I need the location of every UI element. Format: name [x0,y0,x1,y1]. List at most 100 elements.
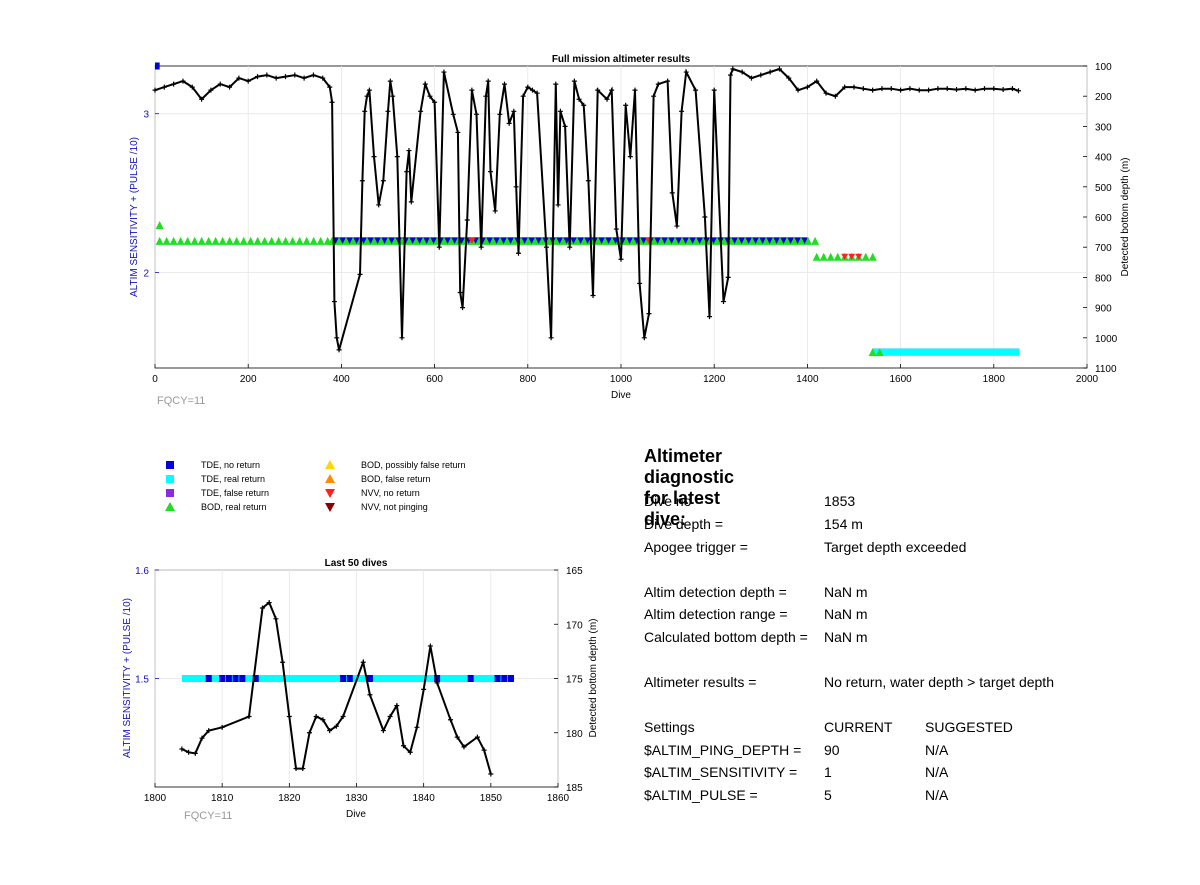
return-bar [872,348,1020,356]
depth-point [259,605,265,611]
return-marker [762,236,771,245]
return-marker [524,236,533,245]
depth-point [376,202,382,208]
depth-point [401,743,407,749]
depth-point [236,75,242,81]
depth-point [427,643,433,649]
depth-point [632,87,638,93]
depth-point [553,81,559,87]
depth-point [171,81,177,87]
return-marker [391,236,400,245]
return-marker [622,236,631,245]
depth-point [898,87,904,93]
x-tick-label: 800 [519,374,536,385]
return-marker [309,236,318,245]
depth-point [217,81,223,87]
bottom-x-ticks: 1800 1810 1820 1830 1840 1850 1860 [144,783,570,804]
legend-marker [325,460,335,469]
return-marker [440,236,449,245]
return-marker [461,236,470,245]
depth-point [255,74,261,80]
depth-point [888,86,894,92]
tde-no-return-marker [232,675,239,682]
depth-point [179,746,185,752]
depth-point [655,81,661,87]
depth-point [464,217,470,223]
return-marker [419,236,428,245]
depth-point [832,93,838,99]
depth-point [618,256,624,262]
depth-point [266,600,272,606]
top-y-right-ticks: 100 200 300 400 500 600 700 800 900 1000 1100 [1083,62,1118,375]
y-right-tick-label: 200 [1095,92,1112,103]
depth-point [590,293,596,299]
return-marker [692,236,701,245]
depth-point [418,108,424,114]
depth-point [385,108,391,114]
top-marks [152,62,1021,357]
return-marker [713,236,722,245]
return-marker [797,236,806,245]
depth-point [327,728,333,734]
depth-point [387,78,393,84]
tde-no-return-marker [252,675,259,682]
depth-point [534,90,540,96]
depth-point [366,87,372,93]
return-marker [204,236,213,245]
tde-no-return-marker [501,675,508,682]
legend-marker [165,502,175,511]
return-marker [699,236,708,245]
legend-marker [325,503,335,512]
return-marker [868,252,877,261]
depth-point [199,735,205,741]
depth-point [730,66,736,72]
return-bar [181,675,511,682]
x-tick-label: 1830 [345,793,368,804]
return-marker [608,236,617,245]
depth-point [525,84,531,90]
results-value: No return, water depth > target depth [824,674,1054,690]
depth-point [767,69,773,75]
x-tick-label: 400 [333,374,350,385]
x-tick-label: 0 [152,374,158,385]
return-marker [370,236,379,245]
x-tick-label: 1600 [889,374,912,385]
tde-no-return-marker [219,675,226,682]
det-depth-value: NaN m [824,584,868,600]
return-marker [176,236,185,245]
depth-point [492,208,498,214]
depth-point [702,214,708,220]
depth-point [758,72,764,78]
dive-depth-label: Dive depth = [644,516,723,532]
depth-point [357,271,363,277]
depth-point [436,244,442,250]
dive-no-value: 1853 [824,493,856,509]
depth-point [627,154,633,160]
depth-point [448,717,454,723]
bottom-y-right-label: Detected bottom depth (m) [588,619,599,738]
tde-no-return-marker [346,675,353,682]
return-marker [573,236,582,245]
depth-point [651,93,657,99]
bottom-fqcy-note: FQCY=11 [184,810,232,822]
return-marker [855,253,863,260]
depth-point [282,74,288,80]
bottom-marks [179,600,514,777]
return-marker [335,236,344,245]
return-marker [412,236,421,245]
x-tick-label: 1810 [211,793,234,804]
depth-point [152,87,158,93]
depth-point [481,747,487,753]
return-marker [811,236,820,245]
return-marker [671,236,680,245]
depth-point [313,713,319,719]
apogee-value: Target depth exceeded [824,539,967,555]
depth-point [474,734,480,740]
depth-point [981,86,987,92]
return-marker [833,252,842,261]
depth-point [513,184,519,190]
bottom-y-left-ticks: 1.6 1.5 [135,566,159,686]
depth-point [310,72,316,78]
depth-point [506,120,512,126]
det-range-label: Altim detection range = [644,606,788,622]
